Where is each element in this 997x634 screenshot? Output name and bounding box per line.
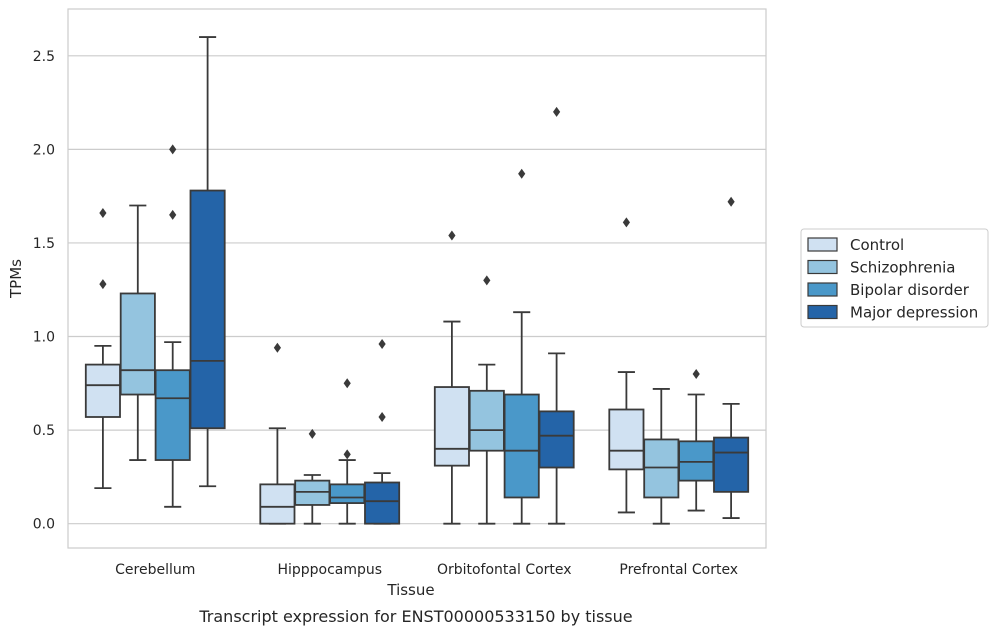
box	[259, 483, 296, 525]
box	[538, 410, 575, 469]
y-tick-label: 1.0	[33, 330, 55, 346]
outlier-point	[483, 275, 491, 286]
outlier-point	[273, 342, 281, 353]
outlier-point	[622, 217, 630, 228]
y-tick-label: 1.5	[33, 236, 55, 252]
box	[329, 483, 366, 504]
box-group	[294, 428, 331, 525]
box-group	[189, 36, 226, 488]
chart-caption: Transcript expression for ENST0000053315…	[198, 607, 632, 626]
box-group	[503, 168, 540, 525]
outlier-point	[343, 449, 351, 460]
outlier-point	[518, 168, 526, 179]
outlier-point	[308, 428, 316, 439]
legend-swatch	[807, 237, 838, 252]
boxes-layer	[84, 36, 750, 525]
box-group	[678, 368, 715, 512]
y-tick-labels: 0.0 0.5 1.0 1.5 2.0 2.5	[33, 49, 55, 533]
box	[189, 189, 226, 430]
box	[154, 369, 191, 461]
box	[608, 408, 645, 471]
outlier-point	[553, 106, 561, 117]
x-tick-label: Orbitofontal Cortex	[437, 562, 572, 578]
outlier-point	[692, 368, 700, 379]
legend-swatch	[807, 282, 838, 297]
box-group	[713, 196, 750, 519]
outlier-point	[99, 207, 107, 218]
box	[433, 386, 470, 467]
plot-frame	[67, 8, 767, 549]
box	[678, 440, 715, 482]
box-group	[259, 342, 296, 525]
box	[643, 438, 680, 499]
x-tick-labels: Cerebellum Hipppocampus Orbitofontal Corte…	[115, 562, 738, 578]
x-tick-label: Prefrontal Cortex	[619, 562, 738, 578]
legend-label: Schizophrenia	[850, 259, 955, 277]
outlier-point	[378, 411, 386, 422]
box	[119, 292, 156, 396]
outlier-point	[169, 209, 177, 220]
box-group	[608, 217, 645, 514]
outlier-point	[448, 230, 456, 241]
legend-swatch	[807, 304, 838, 320]
box-group	[538, 106, 575, 525]
box	[468, 389, 505, 452]
x-tick-label: Cerebellum	[115, 562, 195, 578]
box	[503, 393, 540, 499]
legend-label: Major depression	[850, 304, 978, 322]
outlier-point	[343, 378, 351, 389]
box-group	[119, 204, 156, 461]
box-group	[84, 207, 121, 490]
legend: Control Schizophrenia Bipolar disorder Majo…	[800, 228, 989, 328]
y-tick-label: 2.0	[33, 142, 55, 158]
box-group	[364, 339, 401, 525]
box	[713, 436, 750, 493]
y-tick-label: 2.5	[33, 49, 55, 65]
y-axis-label: TPMs	[7, 259, 25, 299]
box	[294, 479, 331, 506]
y-tick-label: 0.0	[33, 517, 55, 533]
outlier-point	[727, 196, 735, 207]
outlier-point	[378, 339, 386, 350]
x-axis-label: Tissue	[386, 581, 434, 599]
y-tick-label: 0.5	[33, 423, 55, 439]
legend-label: Control	[850, 236, 904, 254]
legend-frame	[800, 228, 989, 328]
box	[364, 481, 401, 525]
box-group	[154, 144, 191, 508]
box-group	[329, 378, 366, 525]
box-group	[433, 230, 470, 525]
legend-label: Bipolar disorder	[850, 281, 970, 299]
box-group	[468, 275, 505, 525]
box-group	[643, 388, 680, 525]
box	[84, 363, 121, 418]
outlier-point	[99, 279, 107, 290]
x-tick-label: Hipppocampus	[277, 562, 382, 578]
legend-swatch	[807, 259, 838, 275]
outlier-point	[169, 144, 177, 155]
